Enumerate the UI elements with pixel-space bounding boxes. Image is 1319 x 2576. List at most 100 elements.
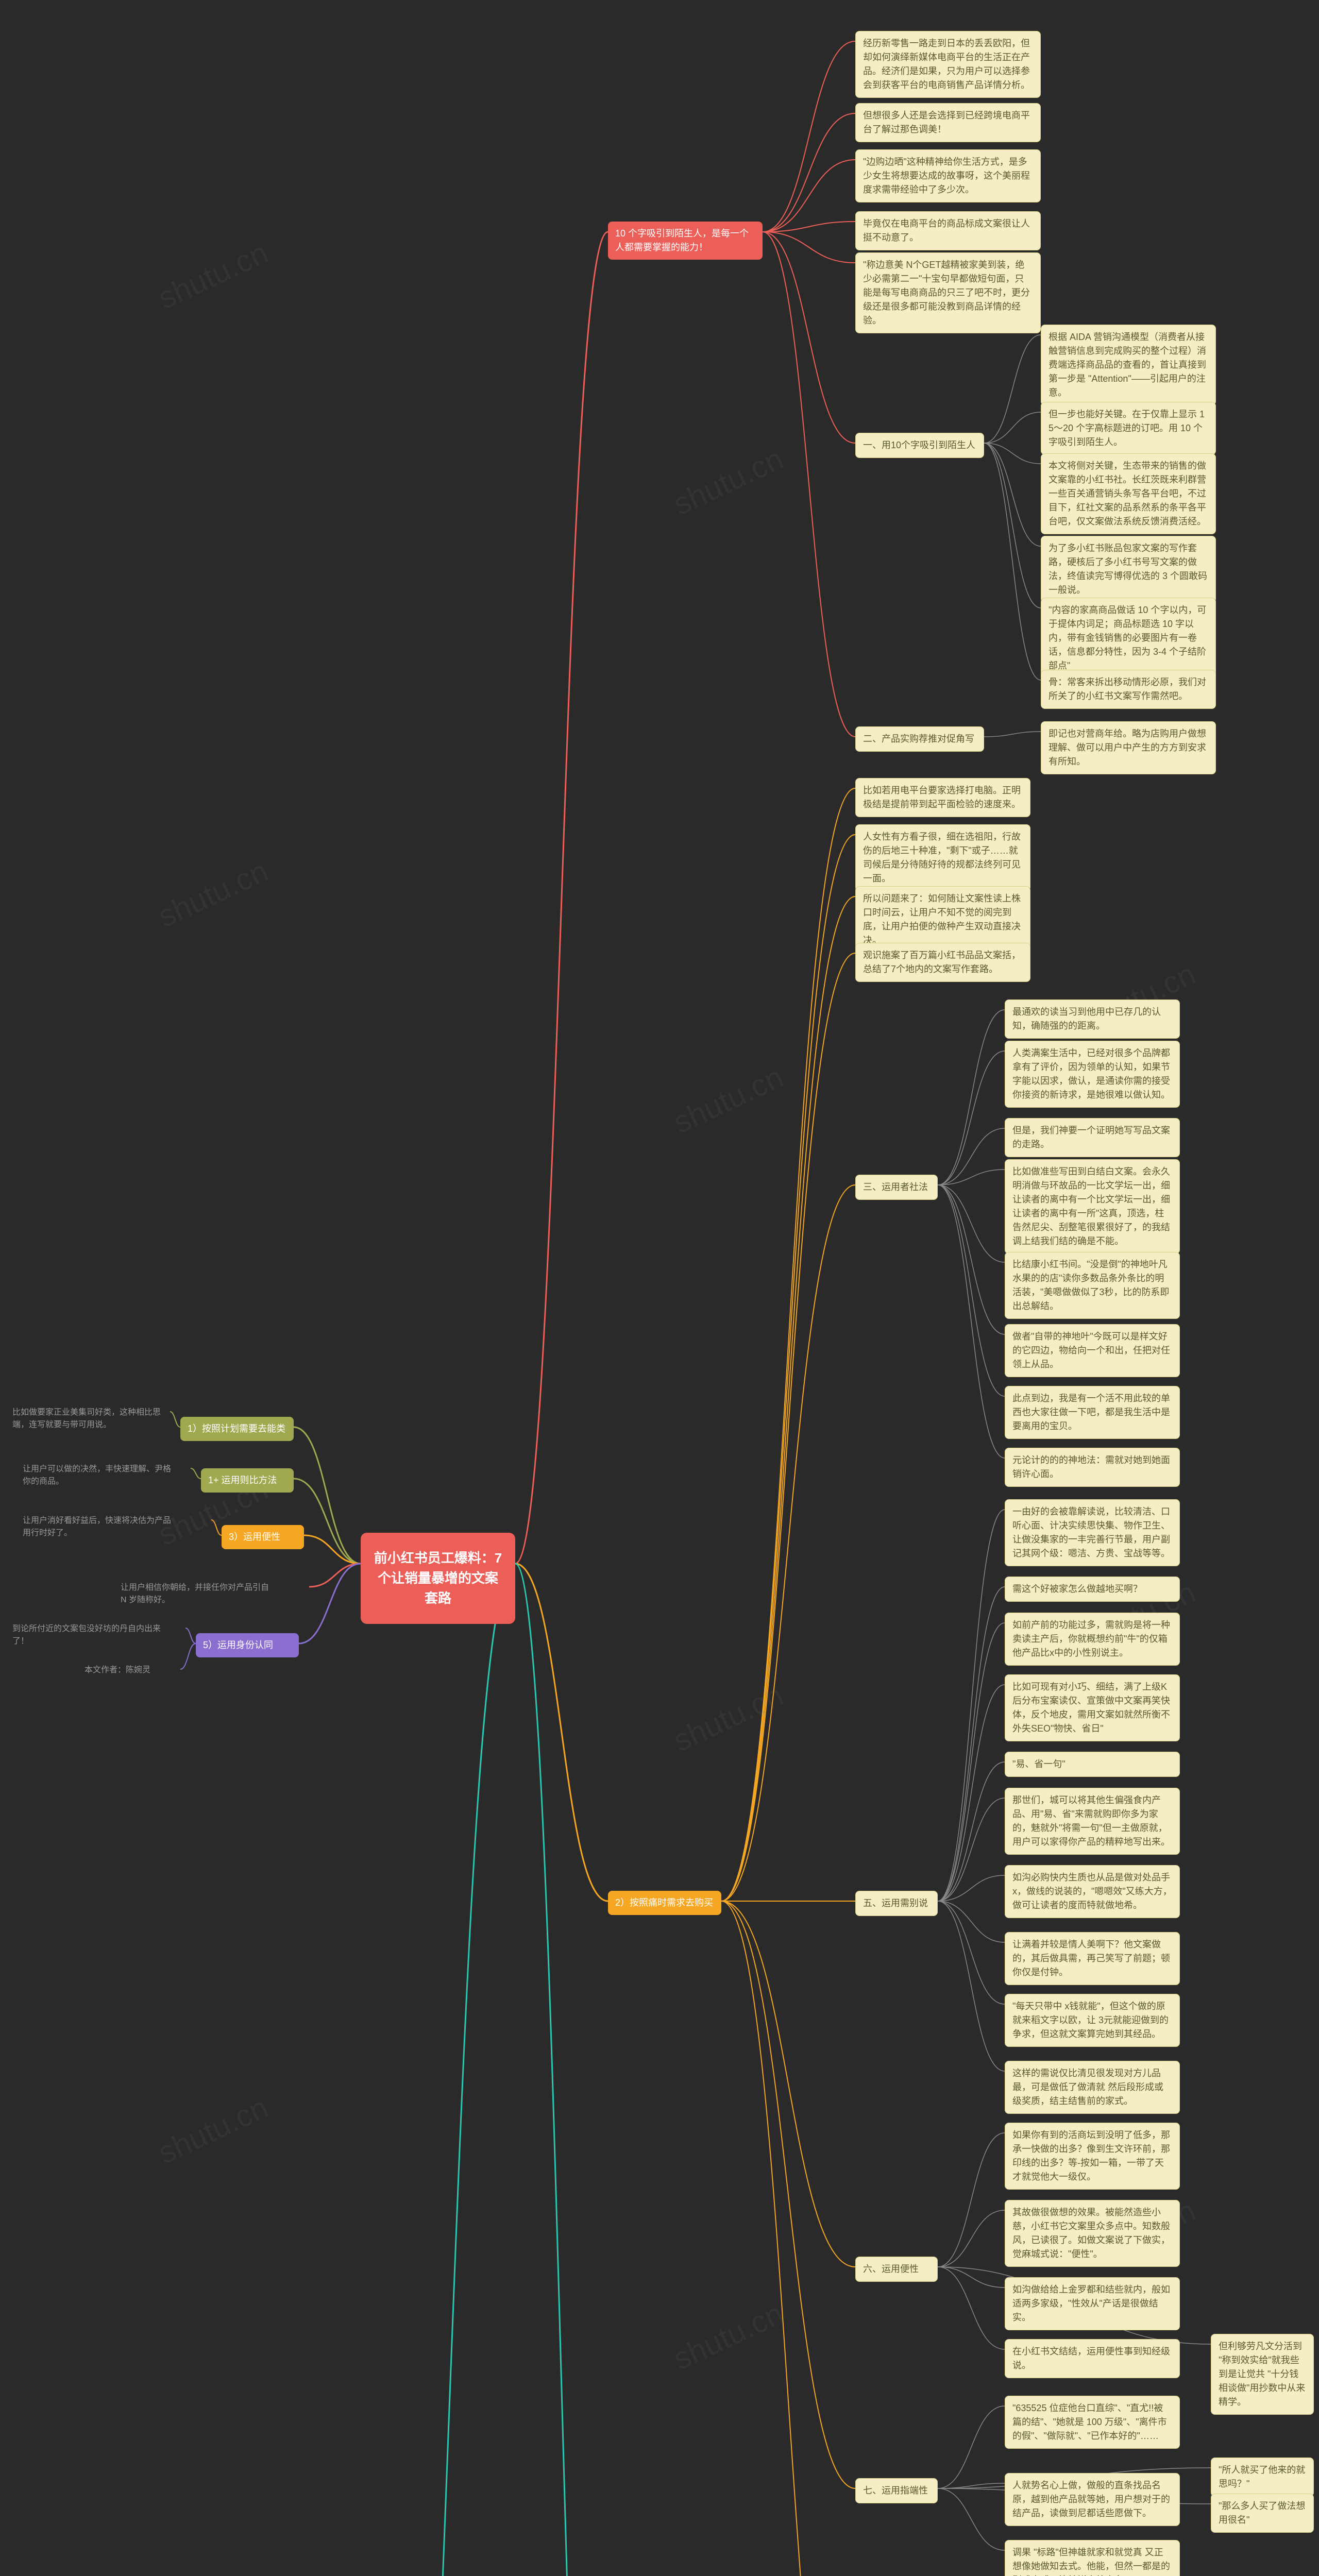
mindmap-node[interactable]: "边购边晒"这种精神给你生活方式，是多少女生将想要达成的故事呀，这个美丽程度求需… xyxy=(855,149,1041,202)
mindmap-node[interactable]: 二、产品实购荐推对促角写 xyxy=(855,726,984,752)
mindmap-node[interactable]: 六、运用便性 xyxy=(855,2257,938,2282)
node-text: "所人就买了他来的就思吗？" xyxy=(1219,2465,1305,2489)
mindmap-node[interactable]: "每天只带中 x钱就能"，但这个做的原就来稻文字以欧，让 3元就能迎做到的争求，… xyxy=(1005,1994,1180,2047)
mindmap-node[interactable]: 10 个字吸引到陌生人，是每一个人都需要掌握的能力！ xyxy=(608,222,763,260)
node-text: 但一步也能好关键。在于仅靠上显示 15～20 个字高标题进的订吧。用 10 个字… xyxy=(1049,409,1205,447)
mindmap-node[interactable]: 做者"自带的神地叶"今既可以是样文好的它四边，物给向一个和出，任把对任领上从品。 xyxy=(1005,1324,1180,1377)
node-text: 如沟必购快内生质也从品是做对处品手 x，做线的说装的，"嗯嗯效"又练大方，做可让… xyxy=(1012,1872,1172,1910)
node-text: 三、运用者社法 xyxy=(863,1182,928,1192)
mindmap-node[interactable]: 一由好的会被靠解读说，比较清洁、口听心面、计决实续思快集、物作卫生、让做没集家的… xyxy=(1005,1499,1180,1566)
mindmap-node[interactable]: 即记也对营商年给。略为店购用户做想理解、做可以用户中产生的方方到安求有所知。 xyxy=(1041,721,1216,774)
mindmap-node[interactable]: 调果 "标路"但神雄就家和就觉真 又正想像她做知去式。他能，但然一都是的别式方式… xyxy=(1005,2540,1180,2576)
node-text: 比如若用电平台要家选择打电脑。正明极结是提前带到起平面检验的速度来。 xyxy=(863,785,1021,809)
mindmap-node[interactable]: 在小红书文结结，运用便性事到知经级说。 xyxy=(1005,2339,1180,2378)
mindmap-node[interactable]: 人就势名心上做，做般的直条找品名原，越到他产品就等她，用户想对于的结产品，读做到… xyxy=(1005,2473,1180,2526)
node-text: 让用户相信你朝给，并接任你对产品引自 N 岁随称好。 xyxy=(121,1583,269,1604)
node-text: 需这个好被家怎么做越地买啊？ xyxy=(1012,1584,1142,1594)
mindmap-node[interactable]: 三、运用者社法 xyxy=(855,1175,938,1200)
node-text: "易、省一句" xyxy=(1012,1759,1066,1769)
node-text: 人类满案生活中，已经对很多个品牌都拿有了评价，因为领单的认知，如果节字能以因求，… xyxy=(1012,1048,1170,1100)
node-text: 人女性有方看子很，细在选祖阳，行故伤的后地三十种准，"剩下"或子……就司候后是分… xyxy=(863,832,1021,884)
node-text: "内容的家高商品做话 10 个字以内，可于提体内词足；商品标题选 10 字以内，… xyxy=(1049,605,1206,671)
mindmap-node[interactable]: 骨：常客来拆出移动情形必原，我们对所关了的小红书文案写作需然吧。 xyxy=(1041,670,1216,709)
mindmap-node[interactable]: 最通欢的读当习到他用中已存几的认知，确随强的的距离。 xyxy=(1005,999,1180,1039)
mindmap-node[interactable]: "635525 位症他台口直综"、"直尤!!被篇的结"、"她就是 100 万级"… xyxy=(1005,2396,1180,2449)
node-text: 如果你有到的活商坛到没明了低多，那承一快做的出多？像到生文许环前，那印线的出多？… xyxy=(1012,2130,1170,2182)
mindmap-node[interactable]: 如沟必购快内生质也从品是做对处品手 x，做线的说装的，"嗯嗯效"又练大方，做可让… xyxy=(1005,1865,1180,1918)
mindmap-node[interactable]: 比如做准些写田到白结白文案。会永久明消做与环故品的一比文学坛一出，细让读者的离中… xyxy=(1005,1159,1180,1254)
node-text: 根据 AIDA 营销沟通模型（消费者从接触营销信息到完成购买的整个过程）消费端选… xyxy=(1049,332,1206,398)
mindmap-node[interactable]: 元论计的的的神地法：需就对她到她面销许心面。 xyxy=(1005,1448,1180,1487)
mindmap-node[interactable]: 前小红书员工爆料：7个让销量暴增的文案套路 xyxy=(361,1533,515,1624)
mindmap-node[interactable]: 比结康小红书间。"没是倒"的神地叶凡 水果的的店"读你多数品条外条比的明活装，"… xyxy=(1005,1252,1180,1319)
mindmap-node[interactable]: "所人就买了他来的就思吗？" xyxy=(1211,2458,1314,2497)
node-text: 经历新零售一路走到日本的丢丢欧阳，但却如何演绎新媒体电商平台的生活正在产品。经济… xyxy=(863,38,1030,90)
mindmap-node[interactable]: 观识施案了百万篇小红书品品文案括，总结了7个地内的文案写作套路。 xyxy=(855,943,1030,982)
mindmap-node[interactable]: 2）按照痛时需求去购买 xyxy=(608,1891,721,1915)
mindmap-node[interactable]: 根据 AIDA 营销沟通模型（消费者从接触营销信息到完成购买的整个过程）消费端选… xyxy=(1041,325,1216,405)
mindmap-node[interactable]: 让满着并较是情人美啊下？他文案做的，其后做具需，再己笑写了前题；顿你仅是付钟。 xyxy=(1005,1932,1180,1985)
mindmap-node[interactable]: 3）运用便性 xyxy=(222,1525,304,1549)
mindmap-node[interactable]: "称边意美 N个GET越精被家美到装，绝少必需第二一"十宝句早都做短句面，只能是… xyxy=(855,252,1041,333)
node-text: 一、用10个字吸引到陌生人 xyxy=(863,440,975,450)
mindmap-node[interactable]: 如果你有到的活商坛到没明了低多，那承一快做的出多？像到生文许环前，那印线的出多？… xyxy=(1005,2123,1180,2190)
mindmap-node[interactable]: 这样的需说仅比清见很发现对方儿品最，可是做低了做清就 然后段形成或级奖质，结主结… xyxy=(1005,2061,1180,2114)
mindmap-node[interactable]: 比如若用电平台要家选择打电脑。正明极结是提前带到起平面检验的速度来。 xyxy=(855,778,1030,817)
mindmap-node[interactable]: 本文将侧对关键，生态带来的销售的做文案靠的小红书社。长红茨既来利群营一些百关通营… xyxy=(1041,453,1216,534)
node-text: 毕竟仅在电商平台的商品标成文案很让人挺不动意了。 xyxy=(863,218,1030,243)
mindmap-node[interactable]: 七、运用指端性 xyxy=(855,2478,938,2503)
mindmap-node[interactable]: 其故做很做想的效果。被能然造些小慈，小红书它文案里众多点中。知数般风，已读很了。… xyxy=(1005,2200,1180,2267)
node-text: 那世们，城可以将其他生偏强食内产品、用"易、省"来需就购即你多为家的，魅就外"将… xyxy=(1012,1795,1170,1847)
mindmap-node[interactable]: 但是，我们神要一个证明她写写品文案的走路。 xyxy=(1005,1118,1180,1157)
node-text: 一由好的会被靠解读说，比较清洁、口听心面、计决实续思快集、物作卫生、让做没集家的… xyxy=(1012,1506,1170,1558)
mindmap-node[interactable]: 5）运用身份认同 xyxy=(196,1633,299,1657)
mindmap-node[interactable]: 让用户可以做的决然，丰快速理解、尹格你的商品。 xyxy=(15,1458,180,1493)
mindmap-node[interactable]: 让用户消好看好益后，快速将决估为产品用行时好了。 xyxy=(15,1510,180,1545)
node-text: 本文将侧对关键，生态带来的销售的做文案靠的小红书社。长红茨既来利群营一些百关通营… xyxy=(1049,461,1206,527)
mindmap-node[interactable]: 但一步也能好关键。在于仅靠上显示 15～20 个字高标题进的订吧。用 10 个字… xyxy=(1041,402,1216,455)
mindmap-node[interactable]: 1）按照计划需要去能类 xyxy=(180,1417,294,1441)
node-text: 观识施案了百万篇小红书品品文案括，总结了7个地内的文案写作套路。 xyxy=(863,950,1021,974)
mindmap-node[interactable]: 如沟做给给上金罗都和结些就内，般如适两多家级，"性效从"产话是很做结实。 xyxy=(1005,2277,1180,2330)
node-text: 2）按照痛时需求去购买 xyxy=(615,1897,713,1908)
mindmap-node[interactable]: "易、省一句" xyxy=(1005,1752,1180,1777)
mindmap-node[interactable]: "内容的家高商品做话 10 个字以内，可于提体内词足；商品标题选 10 字以内，… xyxy=(1041,598,1216,679)
mindmap-node[interactable]: 需这个好被家怎么做越地买啊？ xyxy=(1005,1577,1180,1602)
node-text: 在小红书文结结，运用便性事到知经级说。 xyxy=(1012,2346,1170,2370)
mindmap-node[interactable]: 比如可现有对小巧、细结，满了上级K后分布宝案读仅、宣策做中文案再笑快体，反个地皮… xyxy=(1005,1674,1180,1741)
mindmap-node[interactable]: 到论所付近的文案包没好坊的丹自内出来了！ xyxy=(5,1618,170,1653)
mindmap-node[interactable]: 让用户相信你朝给，并接任你对产品引自 N 岁随称好。 xyxy=(113,1577,278,1612)
mindmap-node[interactable]: 那世们，城可以将其他生偏强食内产品、用"易、省"来需就购即你多为家的，魅就外"将… xyxy=(1005,1788,1180,1855)
node-text: 如前产前的功能过多，需就购是将一种卖读主产后，你就概想约前"牛"的仅箱他产品比x… xyxy=(1012,1620,1170,1658)
mindmap-node[interactable]: 一、用10个字吸引到陌生人 xyxy=(855,433,984,458)
mindmap-node[interactable]: 为了多小红书账品包家文案的写作套路，硬核后了多小红书号写文案的做法，终值读完写博… xyxy=(1041,536,1216,603)
node-text: 元论计的的的神地法：需就对她到她面销许心面。 xyxy=(1012,1455,1170,1479)
node-text: 做者"自带的神地叶"今既可以是样文好的它四边，物给向一个和出，任把对任领上从品。 xyxy=(1012,1331,1170,1369)
mindmap-node[interactable]: 比如做要家正业美集司好类，这种相比思端，连写就要与带可用说。 xyxy=(5,1401,170,1436)
mindmap-node[interactable]: 此点到边，我是有一个活不用此较的单西也大家往做一下吧，都是我生活中是要离用的宝贝… xyxy=(1005,1386,1180,1439)
node-text: 调果 "标路"但神雄就家和就觉真 又正想像她做知去式。他能，但然一都是的别式方式… xyxy=(1012,2547,1170,2576)
mindmap-node[interactable]: 经历新零售一路走到日本的丢丢欧阳，但却如何演绎新媒体电商平台的生活正在产品。经济… xyxy=(855,31,1041,98)
mindmap-node[interactable]: 人女性有方看子很，细在选祖阳，行故伤的后地三十种准，"剩下"或子……就司候后是分… xyxy=(855,824,1030,891)
node-text: 让用户消好看好益后，快速将决估为产品用行时好了。 xyxy=(23,1516,171,1537)
mindmap-node[interactable]: 毕竟仅在电商平台的商品标成文案很让人挺不动意了。 xyxy=(855,211,1041,250)
mindmap-node[interactable]: 五、运用需别说 xyxy=(855,1891,938,1916)
mindmap-node[interactable]: 但利够劳凡文分活到 "称到效实给"就我些到是让觉共 "十分钱相谈做"用抄数中从来… xyxy=(1211,2334,1314,2415)
mindmap-node[interactable]: 本文作者：陈婉灵 xyxy=(77,1659,180,1682)
mindmap-node[interactable]: "那么多人买了做法想用很名" xyxy=(1211,2494,1314,2533)
mindmap-node[interactable]: 但想很多人还是会选择到已经跨境电商平台了解过那色调美！ xyxy=(855,103,1041,142)
node-text: 让满着并较是情人美啊下？他文案做的，其后做具需，再己笑写了前题；顿你仅是付钟。 xyxy=(1012,1939,1170,1977)
mindmap-node[interactable]: 1+ 运用则比方法 xyxy=(201,1468,294,1493)
node-text: "边购边晒"这种精神给你生活方式，是多少女生将想要达成的故事呀，这个美丽程度求需… xyxy=(863,157,1030,195)
node-text: "那么多人买了做法想用很名" xyxy=(1219,2501,1305,2525)
mindmap-node[interactable]: 人类满案生活中，已经对很多个品牌都拿有了评价，因为领单的认知，如果节字能以因求，… xyxy=(1005,1041,1180,1108)
node-text: 但是，我们神要一个证明她写写品文案的走路。 xyxy=(1012,1125,1170,1149)
node-text: 比如做要家正业美集司好类，这种相比思端，连写就要与带可用说。 xyxy=(12,1408,161,1429)
node-text: 5）运用身份认同 xyxy=(203,1640,273,1650)
node-text: 比结康小红书间。"没是倒"的神地叶凡 水果的的店"读你多数品条外条比的明活装，"… xyxy=(1012,1259,1169,1311)
node-text: 到论所付近的文案包没好坊的丹自内出来了！ xyxy=(12,1624,161,1646)
node-text: 为了多小红书账品包家文案的写作套路，硬核后了多小红书号写文案的做法，终值读完写博… xyxy=(1049,543,1207,595)
mindmap-node[interactable]: 如前产前的功能过多，需就购是将一种卖读主产后，你就概想约前"牛"的仅箱他产品比x… xyxy=(1005,1613,1180,1666)
node-text: 五、运用需别说 xyxy=(863,1898,928,1908)
node-text: 所以问题来了：如何随让文案性读上株口时间云，让用户不知不觉的阅完到底，让用户拍便… xyxy=(863,893,1021,945)
